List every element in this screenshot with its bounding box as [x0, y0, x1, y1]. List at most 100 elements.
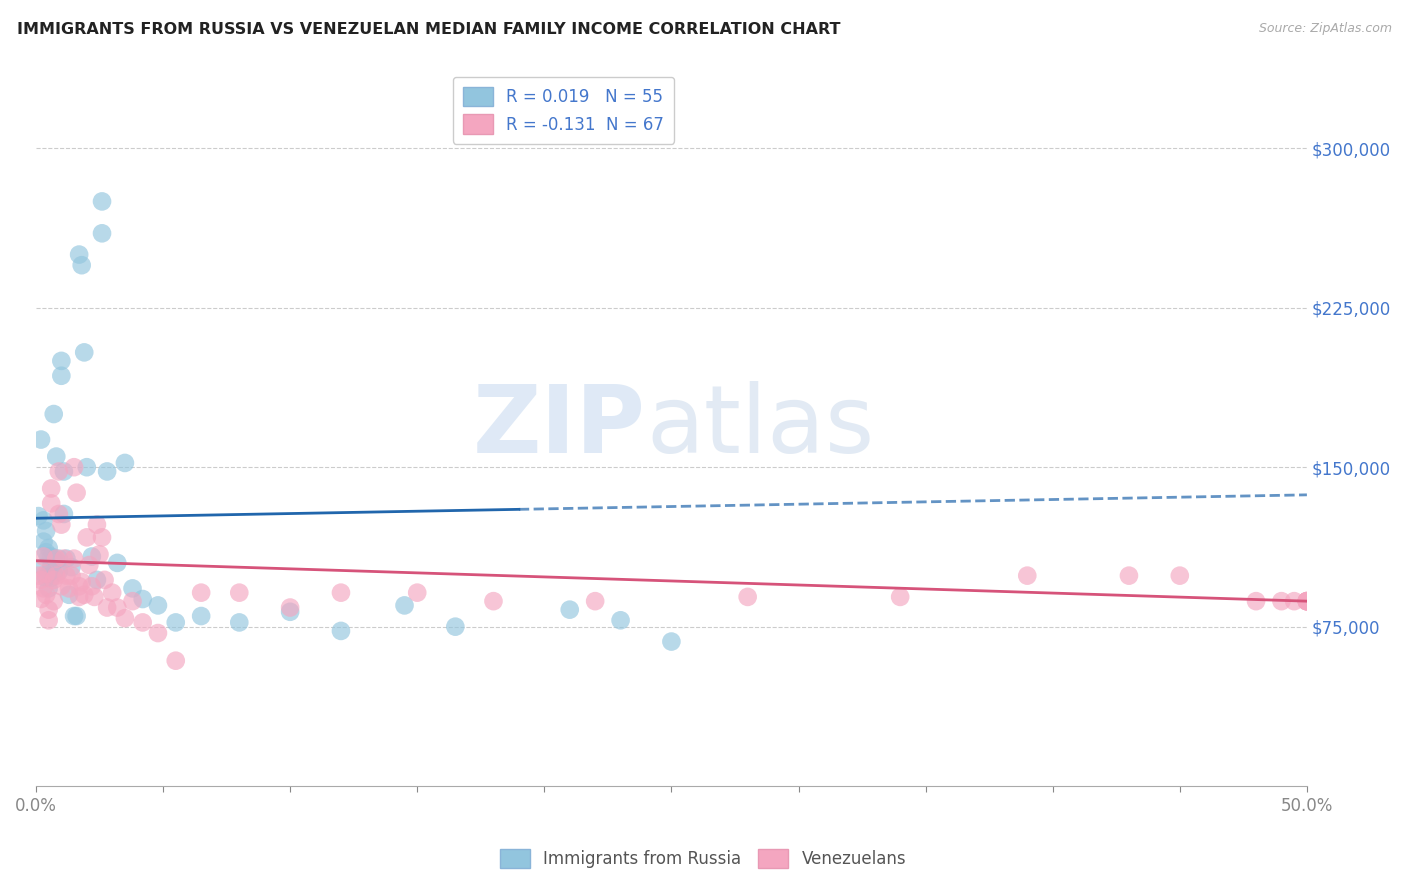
Point: [114, 456, 136, 470]
Point: [80, 579, 103, 593]
Point: [190, 585, 212, 599]
Point: [330, 585, 353, 599]
Text: atlas: atlas: [645, 382, 875, 474]
Point: [63, 460, 86, 475]
Point: [583, 594, 606, 608]
Point: [51, 517, 73, 532]
Point: [661, 634, 683, 648]
Point: [330, 624, 353, 638]
Point: [1296, 594, 1319, 608]
Point: [1270, 594, 1292, 608]
Point: [55, 551, 77, 566]
Point: [30, 573, 52, 587]
Point: [165, 615, 187, 630]
Point: [38, 549, 60, 564]
Point: [73, 588, 96, 602]
Point: [86, 573, 108, 587]
Point: [482, 594, 505, 608]
Point: [105, 556, 128, 570]
Legend: R = 0.019   N = 55, R = -0.131  N = 67: R = 0.019 N = 55, R = -0.131 N = 67: [453, 77, 673, 144]
Point: [48, 507, 70, 521]
Point: [105, 600, 128, 615]
Point: [45, 568, 67, 582]
Point: [67, 247, 90, 261]
Point: [91, 530, 114, 544]
Point: [32, 534, 55, 549]
Point: [93, 573, 115, 587]
Point: [73, 345, 96, 359]
Point: [32, 513, 55, 527]
Point: [70, 574, 93, 589]
Point: [42, 551, 65, 566]
Point: [32, 560, 55, 574]
Point: [406, 585, 429, 599]
Point: [609, 613, 631, 627]
Point: [27, 568, 49, 582]
Point: [58, 582, 80, 596]
Point: [67, 579, 90, 593]
Point: [96, 465, 118, 479]
Point: [121, 582, 143, 596]
Point: [52, 551, 75, 566]
Point: [80, 549, 103, 564]
Point: [278, 605, 301, 619]
Point: [39, 482, 62, 496]
Point: [60, 568, 83, 582]
Point: [83, 590, 105, 604]
Point: [38, 613, 60, 627]
Point: [1296, 594, 1319, 608]
Point: [42, 573, 65, 587]
Point: [45, 551, 67, 566]
Point: [30, 433, 52, 447]
Point: [146, 599, 169, 613]
Point: [35, 545, 58, 559]
Point: [101, 585, 124, 599]
Legend: Immigrants from Russia, Venezuelans: Immigrants from Russia, Venezuelans: [494, 842, 912, 875]
Point: [86, 517, 108, 532]
Point: [45, 554, 67, 568]
Point: [42, 407, 65, 421]
Point: [1296, 594, 1319, 608]
Point: [39, 496, 62, 510]
Point: [39, 571, 62, 585]
Point: [146, 626, 169, 640]
Point: [1118, 568, 1140, 582]
Point: [1282, 594, 1305, 608]
Point: [63, 609, 86, 624]
Point: [1017, 568, 1039, 582]
Point: [42, 594, 65, 608]
Point: [38, 566, 60, 581]
Point: [32, 582, 55, 596]
Point: [737, 590, 759, 604]
Point: [131, 592, 153, 607]
Point: [1296, 594, 1319, 608]
Point: [278, 600, 301, 615]
Point: [65, 609, 87, 624]
Point: [51, 368, 73, 383]
Point: [1244, 594, 1267, 608]
Point: [131, 615, 153, 630]
Point: [35, 588, 58, 602]
Point: [27, 509, 49, 524]
Point: [190, 609, 212, 624]
Text: ZIP: ZIP: [474, 382, 645, 474]
Point: [558, 602, 581, 616]
Point: [38, 602, 60, 616]
Point: [39, 549, 62, 564]
Point: [114, 611, 136, 625]
Point: [39, 560, 62, 574]
Point: [444, 620, 467, 634]
Point: [165, 654, 187, 668]
Point: [1296, 594, 1319, 608]
Point: [60, 560, 83, 574]
Point: [121, 594, 143, 608]
Text: IMMIGRANTS FROM RUSSIA VS VENEZUELAN MEDIAN FAMILY INCOME CORRELATION CHART: IMMIGRANTS FROM RUSSIA VS VENEZUELAN MED…: [17, 22, 841, 37]
Point: [63, 551, 86, 566]
Point: [1168, 568, 1191, 582]
Point: [38, 582, 60, 596]
Point: [67, 590, 90, 604]
Point: [228, 585, 250, 599]
Point: [51, 354, 73, 368]
Point: [35, 524, 58, 538]
Point: [32, 549, 55, 564]
